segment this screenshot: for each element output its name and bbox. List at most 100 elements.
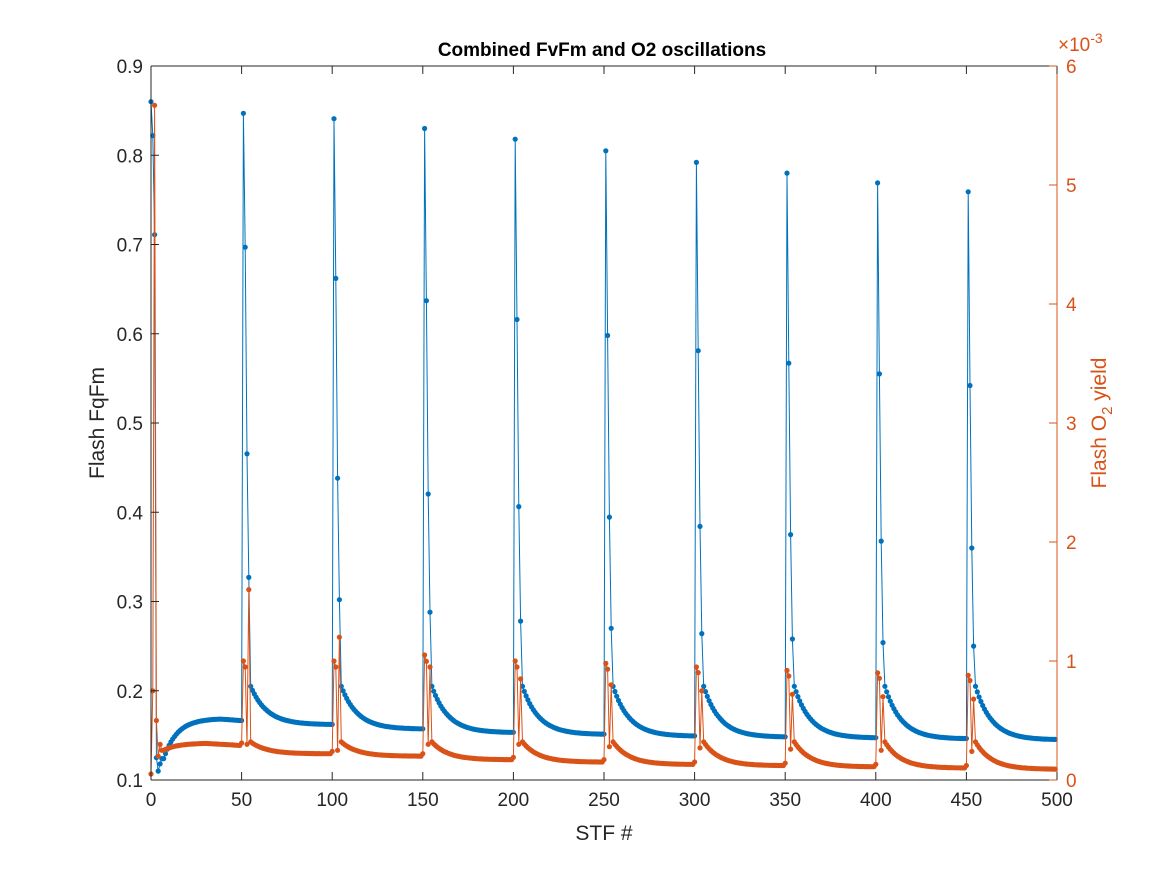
fqfm-point	[972, 683, 979, 689]
fqfm-point	[244, 451, 250, 457]
y-left-tick-label: 0.7	[117, 236, 143, 257]
o2-point	[875, 670, 881, 676]
y-left-tick-label: 0.1	[117, 771, 143, 792]
o2-point	[514, 664, 520, 670]
fqfm-point	[518, 618, 524, 624]
o2-point	[153, 717, 159, 724]
y-left-tick-label: 0.4	[117, 503, 144, 524]
fqfm-point	[978, 698, 984, 705]
fqfm-line	[150, 101, 1056, 772]
o2-point	[782, 760, 788, 766]
fqfm-point	[693, 159, 700, 165]
o2-point	[784, 667, 790, 674]
o2-point	[786, 673, 792, 679]
o2-point	[603, 660, 609, 667]
o2-point	[880, 694, 886, 700]
x-axis-label: STF #	[575, 822, 632, 845]
fqfm-point	[423, 298, 429, 304]
o2-point	[697, 745, 703, 751]
fqfm-point	[882, 683, 888, 689]
x-tick-label: 250	[588, 790, 620, 811]
fqfm-point	[880, 640, 886, 646]
fqfm-point	[157, 761, 163, 767]
y-right-tick-label: 0	[1066, 771, 1077, 792]
fqfm-point	[516, 504, 522, 510]
y-left-tick-label: 0.9	[117, 57, 143, 78]
y-right-tick-label: 3	[1066, 414, 1077, 435]
x-tick-label: 450	[951, 790, 983, 811]
fqfm-point	[974, 689, 980, 695]
fqfm-series	[148, 99, 1058, 774]
o2-point	[788, 746, 794, 752]
o2-point	[606, 744, 613, 750]
o2-point	[878, 747, 884, 753]
o2-point	[244, 741, 250, 747]
fqfm-point	[967, 382, 973, 389]
y-axis-right-label: Flash O2 yield	[1088, 358, 1116, 489]
o2-point	[331, 658, 337, 664]
x-tick-label: 500	[1041, 790, 1073, 811]
y-right-label-subscript: 2	[1099, 407, 1116, 415]
fqfm-point	[786, 360, 792, 366]
fqfm-point	[887, 698, 893, 704]
y-left-tick-label: 0.8	[117, 146, 143, 167]
fqfm-point	[793, 689, 799, 695]
y-left-tick-label: 0.3	[117, 593, 143, 614]
chart-title: Combined FvFm and O2 oscillations	[438, 40, 766, 61]
y-right-tick-label: 4	[1066, 295, 1077, 316]
fqfm-point	[876, 371, 883, 377]
fqfm-point	[329, 721, 335, 728]
o2-point	[423, 658, 429, 664]
fqfm-point	[427, 609, 433, 615]
fqfm-point	[521, 688, 527, 695]
o2-point	[699, 688, 705, 694]
x-tick-label: 350	[769, 790, 801, 811]
o2-point	[420, 751, 426, 757]
o2-point	[967, 677, 973, 684]
fqfm-point	[699, 631, 705, 637]
fqfm-point	[608, 625, 614, 631]
fqfm-point	[878, 538, 884, 544]
o2-point	[963, 762, 970, 769]
x-tick-label: 100	[316, 790, 348, 811]
o2-point	[157, 741, 163, 747]
fqfm-point	[697, 523, 703, 530]
fqfm-point	[976, 694, 982, 700]
x-tick-label: 200	[498, 790, 530, 811]
fqfm-point	[336, 597, 342, 603]
x-tick-label: 0	[146, 790, 157, 811]
fqfm-point	[695, 348, 701, 354]
fqfm-point	[701, 683, 707, 689]
fqfm-point	[884, 689, 890, 695]
y-axis-left-label: Flash FqFm	[86, 367, 109, 479]
o2-point	[516, 741, 522, 747]
y-right-tick-label: 2	[1066, 533, 1077, 554]
o2-point	[693, 664, 700, 670]
fqfm-point	[789, 636, 796, 642]
fqfm-point	[246, 574, 252, 581]
fqfm-point	[331, 116, 337, 122]
o2-point	[971, 696, 977, 702]
o2-point	[427, 664, 433, 670]
y-right-label-prefix: Flash O	[1088, 415, 1111, 489]
x-tick-label: 50	[231, 790, 252, 811]
fqfm-point	[606, 514, 613, 520]
fqfm-point	[333, 275, 339, 281]
fqfm-point	[971, 643, 977, 649]
fqfm-point	[873, 735, 879, 741]
fqfm-point	[885, 694, 892, 700]
o2-point	[969, 748, 975, 755]
o2-point	[329, 748, 335, 755]
right-axis-exponent: ×10-3	[1058, 30, 1103, 56]
fqfm-point	[788, 532, 794, 538]
fqfm-point	[512, 136, 518, 142]
fqfm-point	[795, 694, 801, 700]
y-right-label-suffix: yield	[1088, 358, 1111, 407]
o2-point	[510, 754, 516, 760]
fqfm-point	[248, 683, 254, 689]
exponent-base: ×10	[1058, 35, 1090, 56]
fqfm-point	[335, 475, 341, 481]
y-right-tick-label: 6	[1066, 57, 1077, 78]
fqfm-point	[875, 180, 881, 186]
